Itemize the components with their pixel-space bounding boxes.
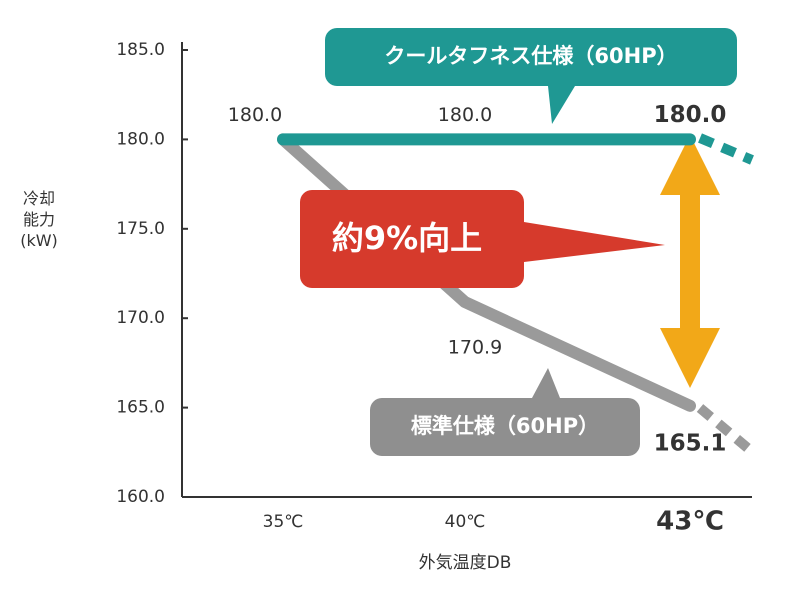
legend-label: クールタフネス仕様（60HP）: [384, 44, 677, 68]
legend-label: 標準仕様（60HP）: [411, 414, 599, 438]
y-axis-label: 冷却能力(kW): [20, 189, 58, 250]
x-tick-label: 43℃: [656, 507, 724, 537]
y-tick-label: 170.0: [116, 308, 165, 328]
legend-box: [370, 368, 640, 456]
value-label: 170.9: [448, 337, 502, 359]
x-tick-label: 35℃: [263, 512, 304, 532]
gray-extension: [696, 404, 754, 454]
y-tick-label: 175.0: [116, 219, 165, 239]
y-tick-label: 160.0: [116, 487, 165, 507]
value-label: 180.0: [228, 104, 282, 126]
y-tick-label: 165.0: [116, 398, 165, 418]
y-tick-label: 180.0: [116, 129, 165, 149]
x-axis-label: 外気温度DB: [419, 553, 512, 573]
value-label: 165.1: [654, 430, 727, 456]
value-label: 180.0: [438, 104, 492, 126]
value-label: 180.0: [654, 102, 727, 128]
legend-box: [325, 28, 737, 124]
annotation: 約9%向上: [332, 219, 482, 257]
annotation-box: [300, 190, 665, 288]
y-tick-label: 185.0: [116, 40, 165, 60]
teal-extension: [698, 133, 754, 165]
x-tick-label: 40℃: [445, 512, 486, 532]
